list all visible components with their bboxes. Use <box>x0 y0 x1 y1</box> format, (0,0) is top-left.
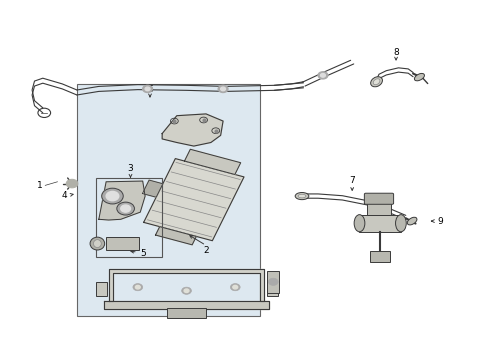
Text: 2: 2 <box>203 246 209 255</box>
Ellipse shape <box>407 217 417 225</box>
Bar <box>360 215 401 232</box>
Bar <box>370 251 390 262</box>
Circle shape <box>106 192 119 201</box>
Circle shape <box>121 205 130 212</box>
Text: 9: 9 <box>438 217 443 226</box>
Circle shape <box>184 289 189 293</box>
Bar <box>267 282 278 296</box>
Polygon shape <box>143 180 163 197</box>
Polygon shape <box>99 181 145 220</box>
Bar <box>167 307 206 318</box>
Bar <box>267 271 279 293</box>
Ellipse shape <box>395 215 406 232</box>
Text: 4: 4 <box>62 190 67 199</box>
Polygon shape <box>162 114 223 146</box>
Text: 1: 1 <box>37 181 43 190</box>
Circle shape <box>143 85 152 93</box>
Ellipse shape <box>415 73 424 81</box>
Polygon shape <box>185 149 241 175</box>
Circle shape <box>230 284 240 291</box>
Bar <box>77 84 260 316</box>
Bar <box>106 237 139 250</box>
Bar <box>97 178 162 257</box>
FancyBboxPatch shape <box>365 193 393 204</box>
Polygon shape <box>109 269 265 301</box>
Ellipse shape <box>370 77 383 87</box>
Circle shape <box>117 202 134 215</box>
Bar <box>367 202 391 215</box>
Circle shape <box>233 285 238 289</box>
Circle shape <box>318 72 328 79</box>
Text: 8: 8 <box>393 48 399 57</box>
Circle shape <box>220 87 225 91</box>
Ellipse shape <box>373 79 380 85</box>
Circle shape <box>320 73 325 77</box>
Text: 3: 3 <box>127 164 133 173</box>
Text: 5: 5 <box>140 249 146 258</box>
Circle shape <box>102 188 123 204</box>
Ellipse shape <box>298 194 306 198</box>
Polygon shape <box>144 159 244 241</box>
Text: 7: 7 <box>349 176 355 185</box>
Ellipse shape <box>90 237 105 250</box>
Circle shape <box>133 284 143 291</box>
Ellipse shape <box>295 193 309 200</box>
Ellipse shape <box>354 215 365 232</box>
Bar <box>97 282 107 296</box>
Polygon shape <box>155 227 196 245</box>
Circle shape <box>218 85 228 93</box>
Ellipse shape <box>94 240 101 248</box>
Text: 6: 6 <box>147 85 153 94</box>
Circle shape <box>145 87 150 91</box>
Circle shape <box>135 285 140 289</box>
Circle shape <box>66 179 78 188</box>
Circle shape <box>269 278 278 285</box>
Circle shape <box>182 287 192 294</box>
Polygon shape <box>104 301 270 309</box>
